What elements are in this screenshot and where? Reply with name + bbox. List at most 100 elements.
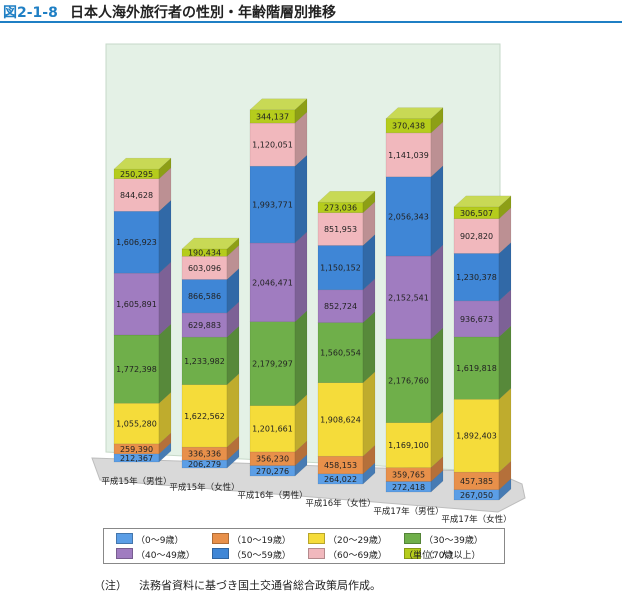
footnote-text: 法務省資料に基づき国土交通省総合政策局作成。 <box>139 579 381 592</box>
legend-swatch <box>308 533 325 544</box>
bar-segment <box>317 382 364 457</box>
bar-top-face <box>385 107 444 119</box>
data-label: 272,418 <box>392 483 425 492</box>
bar-top-face <box>113 157 172 170</box>
legend-item: （20～29歳） <box>308 533 387 546</box>
bar-top-face <box>181 237 240 250</box>
data-label: 2,179,297 <box>252 360 293 369</box>
legend-swatch <box>212 548 229 559</box>
bar-segment <box>453 399 500 473</box>
data-label: 1,619,818 <box>456 364 497 373</box>
data-label: 1,120,051 <box>252 141 293 150</box>
data-label: 2,152,541 <box>388 293 429 302</box>
bar-segment <box>249 122 296 167</box>
figure-title: 日本人海外旅行者の性別・年齢階層別推移 <box>70 5 336 21</box>
bar-top-face <box>453 195 512 208</box>
bar-segment-side <box>158 261 172 336</box>
data-label: 2,046,471 <box>252 278 293 287</box>
bar-segment <box>385 132 432 178</box>
bar-segment <box>113 211 160 274</box>
legend: （0～9歳） （10～19歳） （20～29歳） （30～39歳） （40～49歳） （5… <box>103 528 505 564</box>
category-label: 平成16年（男性） <box>237 490 307 501</box>
header-rule <box>0 21 622 23</box>
bar-segment-side <box>158 199 172 274</box>
legend-item: （70歳以上） <box>404 548 480 561</box>
data-label: 1,908,624 <box>320 415 361 424</box>
bar-segment <box>181 336 228 385</box>
data-label: 1,560,554 <box>320 349 361 358</box>
category-label: 平成15年（男性） <box>101 476 171 487</box>
legend-label: （60～69歳） <box>328 551 387 561</box>
legend-swatch <box>404 533 421 544</box>
bar-segment-side <box>294 310 308 407</box>
bar-segment <box>385 338 432 423</box>
data-label: 1,201,661 <box>252 425 293 434</box>
bar-segment <box>249 242 296 322</box>
category-label: 平成16年（女性） <box>305 498 375 509</box>
figure-id: 図2-1-8 <box>3 5 58 21</box>
bar-segment <box>113 178 160 212</box>
data-label: 336,336 <box>188 450 221 459</box>
bar-segment <box>249 405 296 453</box>
legend-label: （20～29歳） <box>328 536 387 546</box>
legend-label: （70歳以上） <box>424 551 481 561</box>
bar-top-face <box>249 98 308 111</box>
data-label: 851,953 <box>324 225 357 234</box>
bar-segment <box>181 279 228 314</box>
data-label: 1,772,398 <box>116 365 157 374</box>
bar-segment-side <box>294 231 308 323</box>
data-label: 344,137 <box>256 112 289 121</box>
data-label: 2,176,760 <box>388 377 429 386</box>
data-label: 936,673 <box>460 315 493 324</box>
legend-swatch <box>116 533 133 544</box>
legend-swatch <box>116 548 133 559</box>
data-label: 273,036 <box>324 203 357 212</box>
category-label: 平成17年（男性） <box>373 506 443 517</box>
legend-item: （0～9歳） <box>116 533 183 546</box>
data-label: 1,230,378 <box>456 273 497 282</box>
bar-segment <box>249 321 296 406</box>
legend-item: （60～69歳） <box>308 548 387 561</box>
data-label: 1,605,891 <box>116 300 157 309</box>
unit-label: （単位：人） <box>404 551 459 561</box>
bar-segment-side <box>362 311 376 384</box>
data-label: 457,385 <box>460 477 493 486</box>
data-label: 206,279 <box>188 460 221 469</box>
legend-swatch <box>308 548 325 559</box>
data-label: 902,820 <box>460 232 493 241</box>
bar-segment-side <box>294 154 308 244</box>
data-label: 306,507 <box>460 209 493 218</box>
data-label: 852,724 <box>324 302 357 311</box>
bar-segment <box>181 384 228 448</box>
data-label: 1,150,152 <box>320 264 361 273</box>
legend-item: （40～49歳） <box>116 548 195 561</box>
legend-label: （0～9歳） <box>136 536 184 546</box>
bar-segment <box>113 334 160 404</box>
data-label: 212,367 <box>120 454 153 463</box>
bar-top-face <box>317 190 376 203</box>
data-label: 270,276 <box>256 467 289 476</box>
bar-segment-side <box>158 323 172 404</box>
data-label: 1,622,562 <box>184 412 225 421</box>
bar-segment-side <box>430 165 444 257</box>
footnote: （注） 法務省資料に基づき国土交通省総合政策局作成。 <box>94 577 381 593</box>
bar-segment <box>385 176 432 257</box>
bar-segment <box>181 312 228 338</box>
legend-swatch <box>212 533 229 544</box>
data-label: 1,055,280 <box>116 420 157 429</box>
legend-item: （30～39歳） <box>404 533 483 546</box>
data-label: 1,141,039 <box>388 151 429 160</box>
bar-segment-side <box>430 327 444 424</box>
bar-segment <box>317 322 364 383</box>
legend-label: （40～49歳） <box>136 551 195 561</box>
bar-segment <box>453 218 500 254</box>
figure-header: 図2-1-8 日本人海外旅行者の性別・年齢階層別推移 <box>0 0 622 24</box>
bar-segment <box>317 212 364 246</box>
bar-segment-side <box>498 325 512 400</box>
bar-segment <box>453 336 500 400</box>
data-label: 1,169,100 <box>388 441 429 450</box>
data-label: 250,295 <box>120 170 153 179</box>
data-label: 866,586 <box>188 292 221 301</box>
data-label: 2,056,343 <box>388 212 429 221</box>
data-label: 629,883 <box>188 321 221 330</box>
